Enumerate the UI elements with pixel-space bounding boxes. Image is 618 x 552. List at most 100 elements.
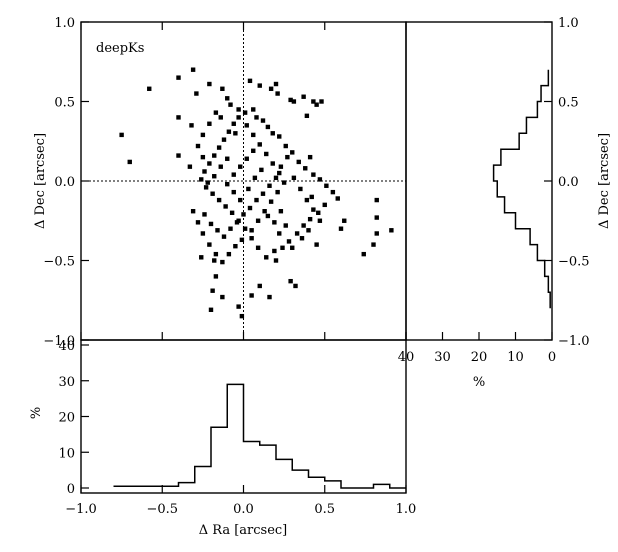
scatter-points [119,67,394,319]
scatter-point [255,245,261,250]
scatter-point [277,231,282,236]
scatter-point [239,237,245,243]
x-tick-label: −0.5 [146,502,178,517]
scatter-point [203,185,209,190]
scatter-point [218,115,223,120]
scatter-point [374,231,379,236]
scatter-point [260,118,266,123]
right-y-tick-label: 0.5 [558,96,579,111]
scatter-point [265,124,271,130]
scatter-point [200,231,206,236]
dec-hist-x-tick-label: 10 [507,350,524,365]
scatter-point [210,191,215,196]
scatter-point [234,220,240,225]
scatter-point [202,212,207,217]
scatter-point [322,202,327,208]
scatter-point [288,97,293,103]
scatter-point [286,239,292,244]
scatter-point [330,189,336,195]
scatter-point [216,197,222,203]
scatter-point [268,86,274,91]
scatter-point [229,210,235,215]
scatter-point [254,197,259,203]
scatter-point [212,153,217,158]
scatter-point [190,67,196,72]
scatter-point [207,242,212,247]
scatter-point [202,169,207,174]
right-y-tick-label: 1.0 [558,16,579,31]
scatter-point [199,255,204,260]
dec-hist-x-tick-label: 20 [471,350,488,365]
scatter-point [119,132,124,138]
scatter-point [267,183,272,188]
scatter-point [199,177,204,182]
scatter-point [264,255,269,260]
scatter-point [210,288,215,293]
scatter-point [127,159,132,165]
scatter-point [301,94,306,99]
scatter-point [238,164,243,169]
scatter-point [374,215,379,220]
scatter-point [213,251,219,257]
scatter-point [194,91,199,96]
scatter-point [277,170,282,176]
scatter-point [317,218,323,223]
scatter-point [314,242,319,247]
scatter-point [236,107,241,112]
scatter-point [225,96,230,101]
scatter-point [288,278,293,284]
scatter-point [319,99,324,104]
scatter-point [249,293,254,298]
ra-hist-y-tick-label: 10 [58,446,75,461]
scatter-point [307,154,313,160]
scatter-point [207,81,212,87]
scatter-point [270,131,275,136]
dec-histogram-line [492,69,551,309]
scatter-point [176,115,181,120]
scatter-point [242,110,248,115]
y-axis-title: Δ Dec [arcsec] [33,133,48,229]
scatter-point [275,189,280,195]
scatter-point [275,91,280,96]
scatter-point [254,115,259,120]
scatter-point [221,234,227,239]
right-y-tick-label: 0.0 [558,175,579,190]
scatter-point [200,154,206,160]
ra-hist-y-tick-label: 30 [58,375,75,390]
scatter-point [233,131,238,136]
scatter-point [231,172,236,177]
scatter-point [212,258,217,263]
scatter-point [273,81,279,87]
scatter-point [342,218,347,223]
x-tick-label: 1.0 [396,502,417,517]
scatter-point [294,231,300,236]
scatter-point [233,243,238,249]
scatter-point [228,226,233,231]
scatter-point [195,143,201,149]
scatter-point [251,132,256,138]
scatter-point [236,304,241,309]
scatter-point [249,228,254,233]
scatter-point [247,78,253,84]
scatter-point [238,197,243,203]
scatter-point [304,197,310,203]
scatter-point [306,228,311,233]
y-tick-label: 0.5 [54,96,75,111]
y-tick-label: 0.0 [54,175,75,190]
scatter-point [280,245,285,250]
scatter-point [260,191,266,196]
scatter-point [220,294,225,300]
scatter-point [239,313,245,319]
scatter-point [252,175,258,181]
scatter-point [283,223,288,228]
scatter-point [361,251,366,257]
scatter-point [268,199,274,204]
x-tick-label: 0.0 [233,502,254,517]
scatter-point [225,181,230,187]
scatter-point [311,99,316,104]
scatter-point [189,123,194,128]
scatter-point [176,75,181,80]
ra-histogram [113,383,406,489]
scatter-point [242,226,248,231]
